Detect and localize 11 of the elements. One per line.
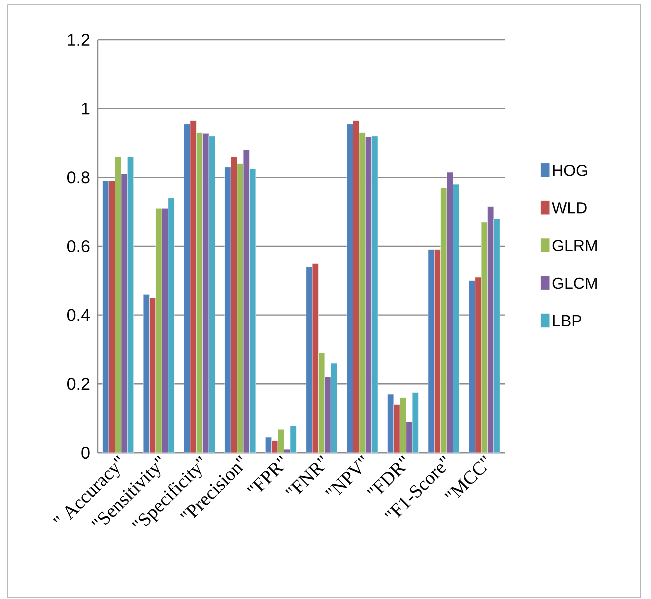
legend-label: WLD — [552, 202, 587, 214]
legend-label: LBP — [553, 315, 582, 327]
legend-label: GLRM — [552, 240, 597, 252]
y-tick-label: 0.6 — [68, 240, 90, 253]
legend-label: GLCM — [552, 278, 597, 290]
y-tick-label: 0.8 — [68, 172, 90, 184]
y-tick-label: 0.4 — [68, 309, 90, 322]
y-tick-label: 0.2 — [68, 378, 90, 390]
y-tick-label: 1 — [82, 102, 90, 115]
legend-label: HOG — [553, 164, 588, 176]
y-tick-label: 1.2 — [68, 34, 90, 46]
